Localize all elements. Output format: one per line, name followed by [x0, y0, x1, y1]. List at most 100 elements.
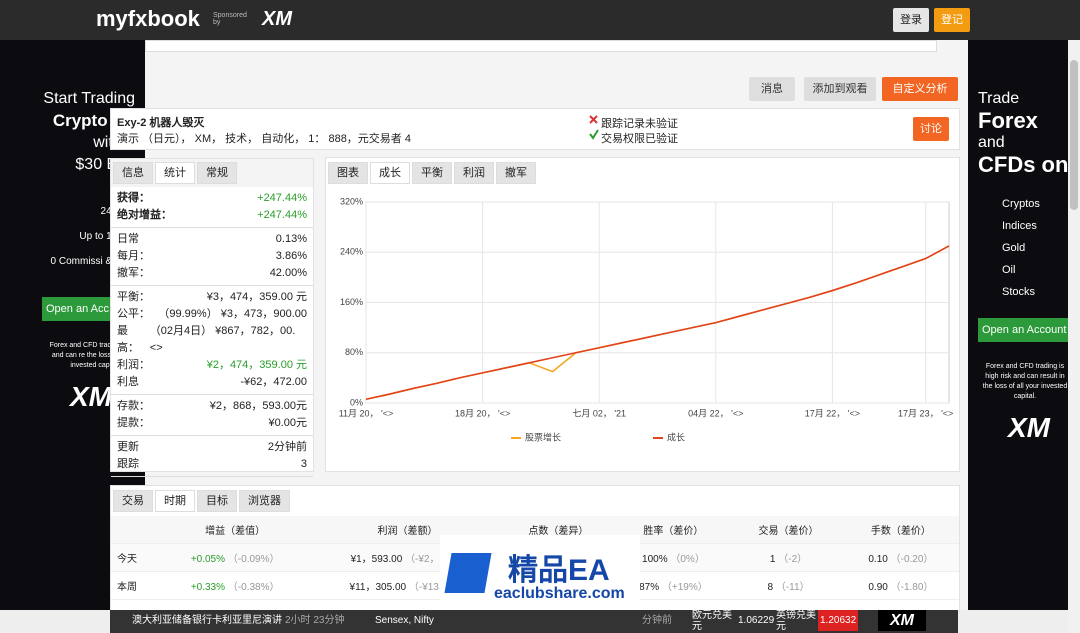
- gain-cell: +0.33% （-0.38%）: [159, 571, 312, 600]
- ticker-brand: XM: [878, 610, 926, 631]
- ad-line: Forex: [978, 108, 1038, 133]
- x-tick-label: 七月 02， '21: [572, 408, 626, 418]
- line-series: [365, 245, 950, 401]
- discuss-button[interactable]: 讨论: [913, 117, 949, 141]
- lots-diff: （-0.20）: [890, 554, 934, 565]
- scrollbar[interactable]: [1068, 40, 1080, 633]
- stats-tabs[interactable]: 信息 统计 常规: [111, 159, 313, 187]
- stats-row: 每月： 3.86%: [111, 248, 313, 265]
- table-header[interactable]: 增益（差值） 利润（差额） 点数（差异） 胜率（差价） 交易（差价） 手数（差价）: [111, 516, 959, 544]
- table-tab[interactable]: 交易: [113, 490, 153, 512]
- sponsored: Sponsored by: [213, 12, 247, 26]
- stats-value: +247.44%: [257, 209, 307, 221]
- stats-tab[interactable]: 信息: [113, 162, 153, 184]
- stats-tab[interactable]: 常规: [197, 162, 237, 184]
- stats-label: 日常: [117, 233, 139, 245]
- gain-diff: （-0.09%）: [227, 554, 280, 565]
- login-button[interactable]: 登录: [893, 8, 929, 32]
- stats-group: 日常 0.13% 每月： 3.86% 撤军： 42.00%: [111, 228, 313, 286]
- stats-label: 绝对增益：: [117, 209, 172, 221]
- y-tick-label: 80%: [345, 347, 363, 357]
- rate1: 1.06229: [738, 615, 775, 626]
- ad-feature: 0 Commissi & Swaps: [50, 256, 145, 267]
- ad-brand: XM: [70, 381, 112, 412]
- x-tick-label: 17月 23， '<>: [898, 408, 953, 418]
- action-button[interactable]: 消息: [749, 77, 795, 101]
- stats-row: 撤军： 42.00%: [111, 265, 313, 282]
- rate2: 1.20632: [818, 610, 859, 631]
- row-label: 今天: [111, 543, 160, 572]
- stats-value: 0.13%: [275, 233, 307, 245]
- line-series: [365, 245, 950, 401]
- lots: 0.10: [868, 554, 888, 565]
- stats-label: 最高：: [117, 325, 139, 354]
- stats-row: 日常 0.13%: [111, 231, 313, 248]
- ad-feature: Gold: [1002, 242, 1026, 254]
- top-strip: [145, 40, 937, 52]
- stats-row: 存款： ¥2，868，593.00元: [111, 398, 313, 415]
- stats-label: 获得：: [117, 192, 150, 204]
- lots-cell: 0.90 （-1.80）: [842, 571, 959, 600]
- news[interactable]: 澳大利亚储备银行卡利亚里尼演讲: [132, 615, 282, 626]
- chart: 0% 80% 160% 240% 320% 11月 20， '<> 18月 20， '<> 七…: [339, 196, 954, 442]
- profit: ¥1，593.00: [350, 554, 403, 565]
- action-button[interactable]: 自定义分析: [882, 77, 958, 101]
- stats-value: 3.86%: [275, 250, 307, 262]
- logo[interactable]: myfxbook: [96, 6, 200, 31]
- stats-value: ¥2，474，359.00 元: [206, 359, 307, 371]
- ad-brand: XM: [1008, 412, 1050, 443]
- chart-tab[interactable]: 利润: [454, 162, 494, 184]
- lots: 0.90: [868, 582, 888, 593]
- gain: +0.33%: [190, 582, 226, 593]
- stats-group: 平衡： ¥3，474，359.00 元公平： （99.99%） ¥3，473，900…: [111, 286, 313, 395]
- stats-label: 平衡：: [117, 291, 150, 303]
- stats-row: 最高： （02月4日） ¥867，782，00.<>: [111, 323, 313, 357]
- lots-cell: 0.10 （-0.20）: [842, 543, 959, 572]
- chart-tab[interactable]: 平衡: [412, 162, 452, 184]
- stats-row: 利息 -¥62，472.00: [111, 374, 313, 391]
- account-title: Exy-2 机器人毁灭: [117, 117, 205, 129]
- win: 100%: [642, 554, 668, 565]
- register-button[interactable]: 登记: [934, 8, 970, 32]
- x-tick-label: 18月 20， '<>: [455, 408, 510, 418]
- permission: 交易权限已验证: [601, 133, 678, 145]
- gain: +0.05%: [190, 554, 226, 565]
- period-table: 增益（差值） 利润（差额） 点数（差异） 胜率（差价） 交易（差价） 手数（差价） 今天 +0…: [111, 516, 959, 600]
- table-tab[interactable]: 目标: [197, 490, 237, 512]
- right-ad[interactable]: Trade Forex and CFDs on Cryptos Indices Gold Oi…: [968, 40, 1078, 610]
- track: 跟踪记录未验证: [601, 118, 678, 130]
- stats-label: 公平：: [117, 308, 150, 320]
- stats-value: ¥0.00元: [268, 417, 307, 429]
- y-tick-label: 320%: [340, 196, 363, 206]
- watermark-url: eaclubshare.com: [494, 585, 625, 602]
- column-header: 增益（差值）: [159, 516, 312, 544]
- column-header: 手数（差价）: [842, 516, 959, 544]
- chart-tab[interactable]: 撤军: [496, 162, 536, 184]
- news2[interactable]: Sensex, Nifty: [375, 615, 434, 626]
- y-tick-label: 0%: [350, 397, 363, 407]
- table-tab[interactable]: 浏览器: [239, 490, 290, 512]
- stats-value: （02月4日） ¥867，782，00.<>: [149, 325, 296, 354]
- action-button[interactable]: 添加到观看: [804, 77, 876, 101]
- icons: [589, 115, 599, 140]
- stats-label: 存款：: [117, 400, 150, 412]
- ad-button[interactable]: Open an Account: [978, 318, 1078, 342]
- ad-line: Start Trading: [43, 90, 135, 107]
- x-tick-label: 17月 22， '<>: [805, 408, 860, 418]
- table-tab[interactable]: 时期: [155, 490, 195, 512]
- stats-tab[interactable]: 统计: [155, 162, 195, 184]
- stats-row: 更新 2分钟前: [111, 439, 313, 456]
- stats-label: 利润：: [117, 359, 150, 371]
- ad-feature: Stocks: [1002, 286, 1036, 298]
- ad-line: CFDs on: [978, 152, 1069, 177]
- chart-tab[interactable]: 成长: [370, 162, 410, 184]
- stats-value: （99.99%） ¥3，473，900.00: [158, 308, 307, 320]
- chart-tab[interactable]: 图表: [328, 162, 368, 184]
- ad-line: Trade: [978, 90, 1020, 107]
- stats-panel: 信息 统计 常规 获得： +247.44% 绝对增益： +247.44% 日常 0.13% 每月：…: [110, 158, 314, 477]
- stats-value: ¥2，868，593.00元: [209, 400, 307, 412]
- gain-cell: +0.05% （-0.09%）: [159, 543, 312, 572]
- stats-label: 更新: [117, 441, 139, 453]
- watermark-title: 精品EA: [508, 554, 610, 587]
